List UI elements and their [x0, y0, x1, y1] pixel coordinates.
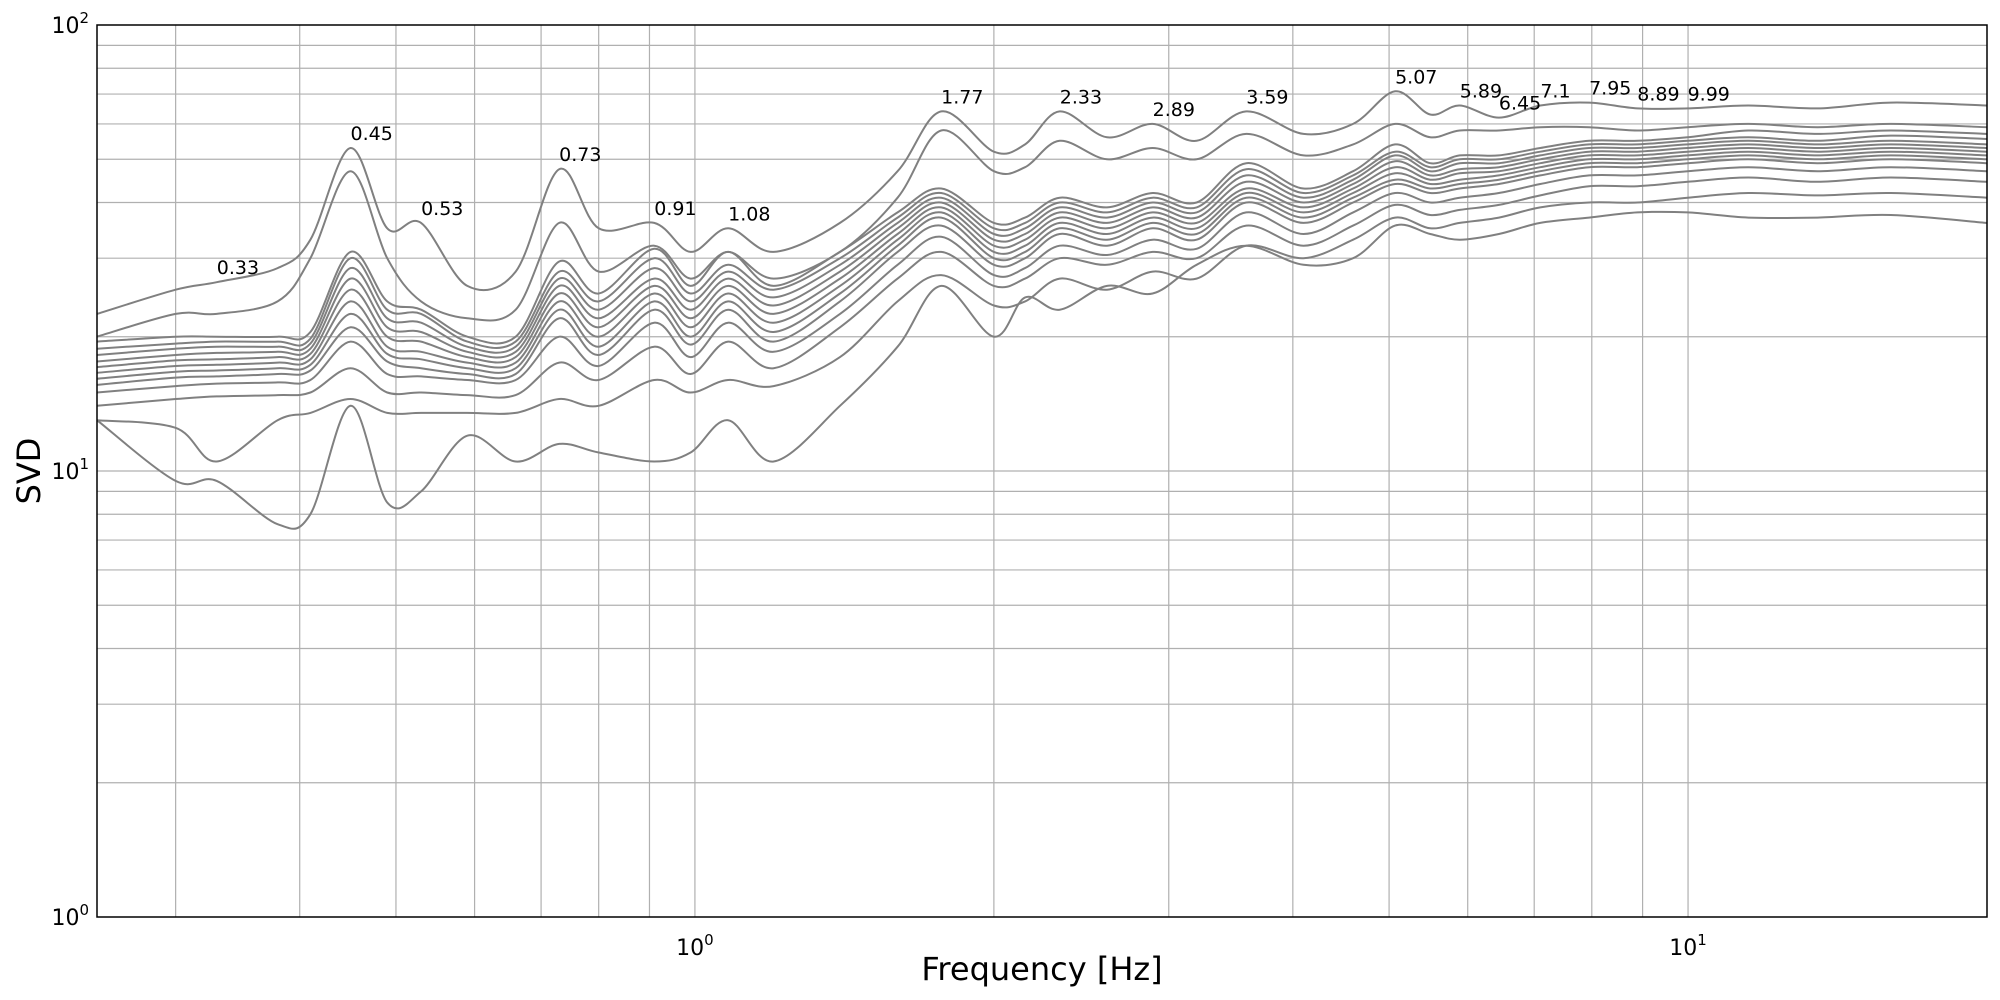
- svd-curve-14: [96, 210, 1988, 530]
- svd-curve-11: [96, 166, 1988, 394]
- peak-label: 0.45: [351, 123, 393, 145]
- peak-label: 1.08: [728, 203, 770, 225]
- y-tick-label: 101: [51, 455, 89, 485]
- svd-curve-7: [96, 146, 1988, 369]
- peak-labels: 0.33 0.45 0.53 0.73 0.91 1.08 1.77 2.33 2.89 3.59…: [217, 66, 1730, 279]
- peak-label: 8.89: [1637, 83, 1679, 105]
- peak-label: 0.91: [654, 198, 696, 220]
- svd-curve-12: [96, 176, 1988, 407]
- peak-label: 3.59: [1246, 86, 1288, 108]
- plot-frame: [96, 24, 1988, 918]
- tick-labels: 100 101 100 101 102: [51, 9, 1706, 961]
- svd-curve-5: [96, 139, 1988, 356]
- svd-curve-10: [96, 158, 1988, 386]
- svd-curve-2: [96, 122, 1988, 338]
- x-tick-label: 100: [676, 931, 714, 961]
- svd-curve-4: [96, 134, 1988, 350]
- peak-label: 1.77: [941, 86, 983, 108]
- peak-label: 0.33: [217, 257, 259, 279]
- x-tick-label: 101: [1669, 931, 1707, 961]
- svd-curve-6: [96, 143, 1988, 363]
- peak-label: 0.53: [421, 198, 463, 220]
- peak-label: 7.95: [1589, 78, 1631, 100]
- peak-label: 9.99: [1688, 83, 1730, 105]
- y-tick-label: 100: [51, 901, 89, 931]
- svd-curves: [96, 90, 1988, 530]
- y-axis-label: SVD: [10, 438, 48, 505]
- peak-label: 0.73: [559, 144, 601, 166]
- peak-label: 5.07: [1395, 66, 1437, 88]
- peak-label: 7.1: [1540, 80, 1570, 102]
- peak-label: 6.45: [1499, 93, 1541, 115]
- svd-curve-3: [96, 129, 1988, 345]
- svd-curve-1: [96, 90, 1988, 315]
- peak-label: 2.33: [1060, 86, 1102, 108]
- peak-label: 2.89: [1153, 99, 1195, 121]
- peak-label: 5.89: [1460, 80, 1502, 102]
- svd-curve-13: [96, 191, 1988, 463]
- x-axis-label: Frequency [Hz]: [921, 950, 1162, 988]
- svd-curve-9: [96, 154, 1988, 380]
- svd-curve-8: [96, 150, 1988, 374]
- y-tick-label: 102: [51, 9, 89, 39]
